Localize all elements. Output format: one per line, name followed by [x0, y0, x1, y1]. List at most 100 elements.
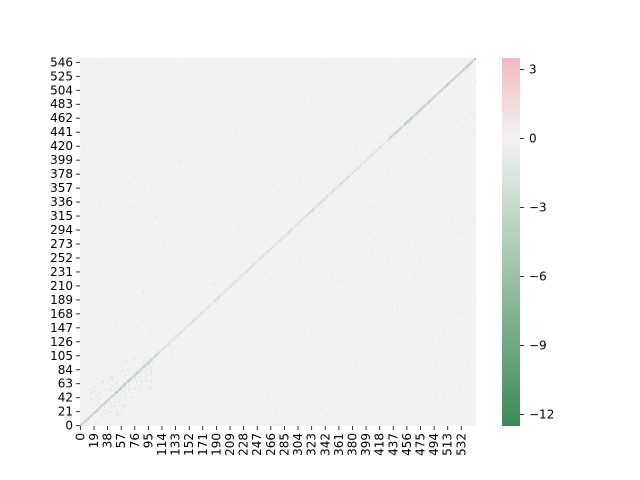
heatmap-cell [470, 62, 472, 64]
heatmap-cell [96, 73, 98, 75]
heatmap-cell [117, 389, 119, 391]
heatmap-cell [289, 231, 291, 232]
heatmap-cell [390, 135, 392, 137]
heatmap-cell [107, 382, 110, 384]
heatmap-cell [327, 280, 330, 283]
heatmap-cell [405, 124, 407, 126]
heatmap-cell [150, 361, 152, 363]
heatmap-cell [465, 65, 467, 67]
heatmap-cell [301, 221, 303, 222]
heatmap-cell [350, 173, 352, 175]
heatmap-cell [128, 125, 131, 127]
heatmap-cell [118, 390, 120, 391]
heatmap-cell [211, 304, 212, 306]
heatmap-cell [224, 143, 227, 145]
heatmap-cell [259, 256, 261, 258]
heatmap-cell [370, 157, 371, 159]
heatmap-cell [116, 377, 118, 379]
heatmap-cell [179, 160, 181, 162]
heatmap-cell [208, 304, 210, 306]
heatmap-cell [140, 81, 143, 84]
heatmap-cell [474, 144, 476, 146]
heatmap-cell [115, 390, 117, 392]
heatmap-cell [380, 187, 382, 189]
heatmap-cell [314, 221, 316, 224]
heatmap-cell [82, 306, 85, 309]
heatmap-cell [253, 75, 255, 77]
heatmap-cell [448, 83, 450, 85]
heatmap-cell [463, 155, 465, 157]
heatmap-cell [138, 369, 140, 371]
heatmap-cell [441, 87, 443, 89]
heatmap-cell [255, 261, 257, 263]
heatmap-cell [456, 73, 458, 75]
heatmap-cell [117, 391, 119, 393]
heatmap-cell [211, 302, 213, 304]
heatmap-cell [269, 249, 271, 251]
heatmap-cell [470, 63, 472, 65]
heatmap-cell [266, 253, 268, 255]
heatmap-cell [238, 278, 240, 280]
heatmap-cell [81, 424, 83, 426]
heatmap-cell [174, 307, 176, 309]
heatmap-cell [422, 106, 424, 108]
heatmap-cell [125, 356, 127, 358]
heatmap-cell [245, 103, 247, 105]
heatmap-cell [397, 173, 400, 175]
heatmap-cell [248, 268, 250, 270]
heatmap-cell [409, 119, 411, 121]
heatmap-cell [349, 174, 351, 176]
heatmap-cell [297, 77, 300, 80]
heatmap-cell [128, 378, 130, 380]
heatmap-cell [442, 89, 444, 91]
heatmap-cell [181, 329, 183, 331]
heatmap-cell [187, 325, 189, 327]
heatmap-cell [309, 212, 311, 214]
heatmap-cell [392, 133, 394, 135]
heatmap-cell [148, 362, 149, 363]
heatmap-cell [120, 386, 122, 388]
heatmap-cell [117, 392, 119, 393]
heatmap-cell [214, 301, 216, 303]
heatmap-cell [281, 239, 283, 240]
heatmap-cell [174, 336, 176, 338]
heatmap-cell [94, 385, 96, 387]
heatmap-cell [111, 396, 113, 397]
heatmap-cell [159, 350, 161, 352]
heatmap-cell [420, 109, 422, 111]
heatmap-cell [215, 115, 217, 118]
heatmap-cell [353, 172, 355, 174]
heatmap-cell [216, 300, 217, 302]
heatmap-cell [226, 256, 229, 258]
heatmap-cell [162, 77, 164, 80]
heatmap-cell [425, 105, 427, 107]
heatmap-cell [347, 180, 350, 182]
heatmap-cell [280, 240, 282, 242]
heatmap-cell [391, 262, 393, 265]
heatmap-cell [340, 225, 343, 227]
heatmap-cell [335, 188, 337, 190]
heatmap-cell [438, 201, 441, 203]
heatmap-cell [157, 213, 159, 216]
heatmap-cell [188, 326, 190, 328]
heatmap-cell [397, 289, 400, 291]
heatmap-cell [269, 227, 272, 230]
heatmap-cell [245, 241, 247, 243]
heatmap-cell [256, 262, 258, 264]
heatmap-cell [327, 196, 328, 198]
heatmap-cell [157, 354, 159, 356]
heatmap-cell [419, 108, 421, 110]
heatmap-cell [145, 143, 148, 146]
heatmap-cell [228, 332, 230, 334]
heatmap-cell [286, 232, 288, 234]
heatmap-cell [147, 364, 149, 365]
heatmap-cell [161, 348, 163, 350]
heatmap-cell [377, 148, 379, 150]
heatmap-cell [226, 290, 228, 292]
heatmap-cell [296, 224, 298, 226]
heatmap-cell [449, 197, 451, 200]
heatmap-cell [81, 419, 83, 421]
heatmap-cell [351, 173, 353, 174]
heatmap-cell [200, 312, 202, 314]
heatmap-cell [358, 175, 360, 178]
